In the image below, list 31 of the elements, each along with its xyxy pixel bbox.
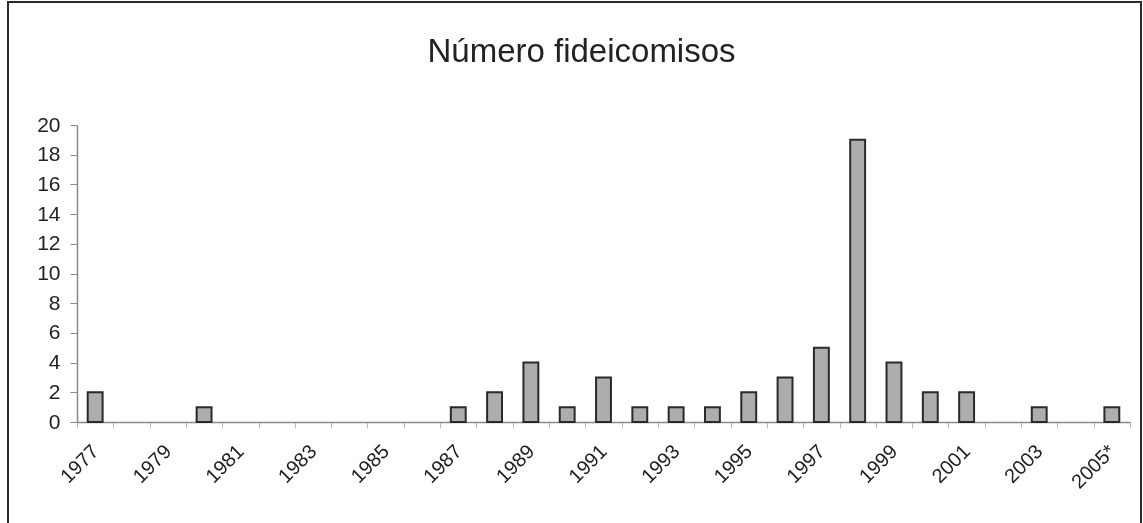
bar	[812, 346, 830, 423]
y-tick-label: 16	[37, 171, 61, 195]
y-tick-label: 14	[37, 201, 61, 225]
y-tick-label: 4	[48, 350, 61, 374]
bar	[595, 376, 612, 423]
bar	[667, 406, 685, 423]
y-tick-label: 8	[48, 290, 61, 314]
bar	[1103, 406, 1121, 423]
bar	[740, 391, 758, 423]
y-tick-label: 6	[48, 320, 61, 344]
bar	[86, 391, 104, 423]
bar	[921, 391, 939, 423]
bar	[849, 138, 867, 423]
y-tick-label: 10	[37, 261, 61, 284]
y-tick-label: 2	[48, 379, 61, 403]
bar	[776, 376, 794, 423]
bar	[195, 406, 213, 423]
y-tick-label: 18	[37, 142, 61, 166]
bar	[885, 361, 903, 423]
bar	[522, 361, 540, 423]
bar	[1030, 406, 1048, 423]
bar	[486, 391, 504, 423]
bar	[631, 406, 649, 423]
y-tick-label: 12	[37, 231, 61, 255]
bar	[703, 406, 721, 423]
chart-title: Número fideicomisos	[427, 32, 736, 69]
y-tick-label: 20	[37, 112, 61, 136]
bar	[958, 391, 976, 423]
y-tick-label: 0	[48, 409, 61, 433]
bar	[558, 406, 576, 423]
bar	[449, 406, 467, 423]
